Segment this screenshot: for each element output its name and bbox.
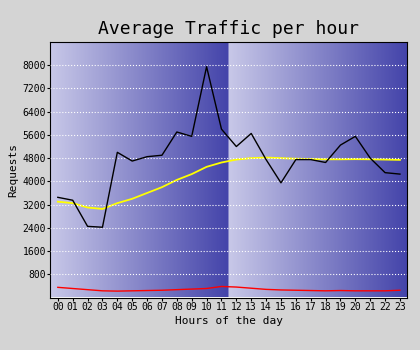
Title: Average Traffic per hour: Average Traffic per hour (98, 20, 360, 38)
Y-axis label: Requests: Requests (8, 143, 18, 197)
X-axis label: Hours of the day: Hours of the day (175, 316, 283, 326)
